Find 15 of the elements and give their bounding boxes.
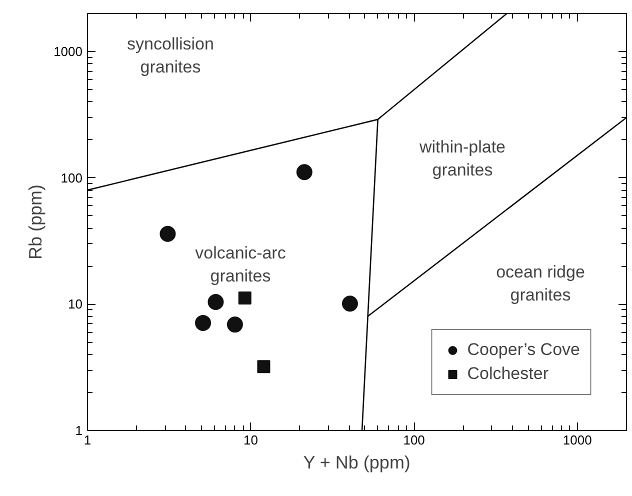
x-tick-label: 100 [403,432,425,448]
annotation: syncollision granites [127,34,214,76]
annotation: volcanic-arc granites [195,244,286,286]
y-axis-title: Rb (ppm) [26,184,46,260]
y-tick-label: 10 [68,296,83,312]
x-axis-title: Y + Nb (ppm) [303,452,410,472]
y-tick-label: 1 [75,423,83,438]
x-tick-label: 10 [244,432,258,448]
legend-label: Colchester [467,364,548,384]
annotation: ocean ridge granites [496,262,585,304]
y-tick-label: 1000 [54,44,82,60]
y-tick-label: 100 [60,170,83,186]
x-tick-label: 1000 [562,432,592,448]
annotation: within-plate granites [418,138,506,180]
legend-label: Cooper’s Cove [467,340,580,360]
